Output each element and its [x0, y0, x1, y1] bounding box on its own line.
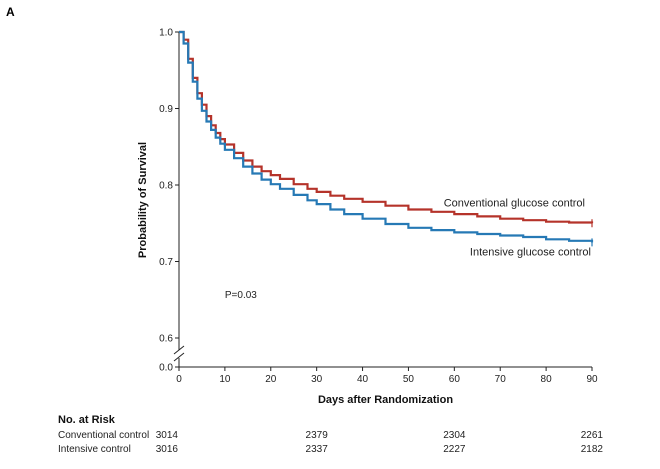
- risk-count: 3014: [156, 430, 179, 441]
- risk-count: 2337: [306, 444, 329, 455]
- p-value-annotation: P=0.03: [225, 290, 257, 301]
- x-tick-label: 50: [403, 374, 415, 385]
- axis-break-slash-upper: [173, 345, 185, 355]
- x-tick-label: 30: [311, 374, 323, 385]
- x-tick-label: 40: [357, 374, 369, 385]
- y-tick-label: 1.0: [159, 28, 173, 39]
- axis-break-slash-lower: [173, 352, 185, 362]
- risk-row-label: Intensive control: [58, 444, 131, 455]
- conventional-series-line: [179, 30, 594, 224]
- risk-count: 2227: [443, 444, 466, 455]
- y-tick-label-zero: 0.0: [159, 363, 173, 374]
- axis-break-mark: [173, 345, 185, 362]
- x-tick-label: 90: [586, 374, 598, 385]
- conventional-series-label: Conventional glucose control: [444, 197, 585, 209]
- x-axis-label: Days after Randomization: [318, 394, 453, 406]
- axes: 0.6 0.7 0.8 0.9 1.0 0.0 0 10 20 30 40 50 60 70 80 90: [159, 28, 598, 386]
- x-tick-label: 0: [176, 374, 182, 385]
- risk-count: 2261: [581, 430, 604, 441]
- risk-count: 2182: [581, 444, 604, 455]
- intensive-series-line: [179, 30, 594, 243]
- risk-table: No. at Risk Conventional control 3014 2379…: [58, 414, 603, 455]
- y-tick-label: 0.7: [159, 257, 173, 268]
- risk-count: 3016: [156, 444, 179, 455]
- x-ticks: 0 10 20 30 40 50 60 70 80 90: [176, 367, 598, 385]
- risk-count: 2379: [306, 430, 329, 441]
- x-tick-label: 60: [449, 374, 461, 385]
- x-tick-label: 80: [541, 374, 553, 385]
- series-lines: [179, 30, 594, 247]
- risk-table-title: No. at Risk: [58, 414, 116, 426]
- risk-row-label: Conventional control: [58, 430, 149, 441]
- panel-label: A: [6, 5, 15, 19]
- y-tick-label: 0.6: [159, 334, 173, 345]
- intensive-series-label: Intensive glucose control: [470, 246, 591, 258]
- x-tick-label: 70: [495, 374, 507, 385]
- risk-count: 2304: [443, 430, 466, 441]
- y-tick-label: 0.8: [159, 181, 173, 192]
- y-ticks: 0.6 0.7 0.8 0.9 1.0 0.0: [159, 28, 179, 374]
- x-tick-label: 10: [219, 374, 231, 385]
- y-axis-label: Probability of Survival: [137, 142, 149, 258]
- x-tick-label: 20: [265, 374, 277, 385]
- y-tick-label: 0.9: [159, 104, 173, 115]
